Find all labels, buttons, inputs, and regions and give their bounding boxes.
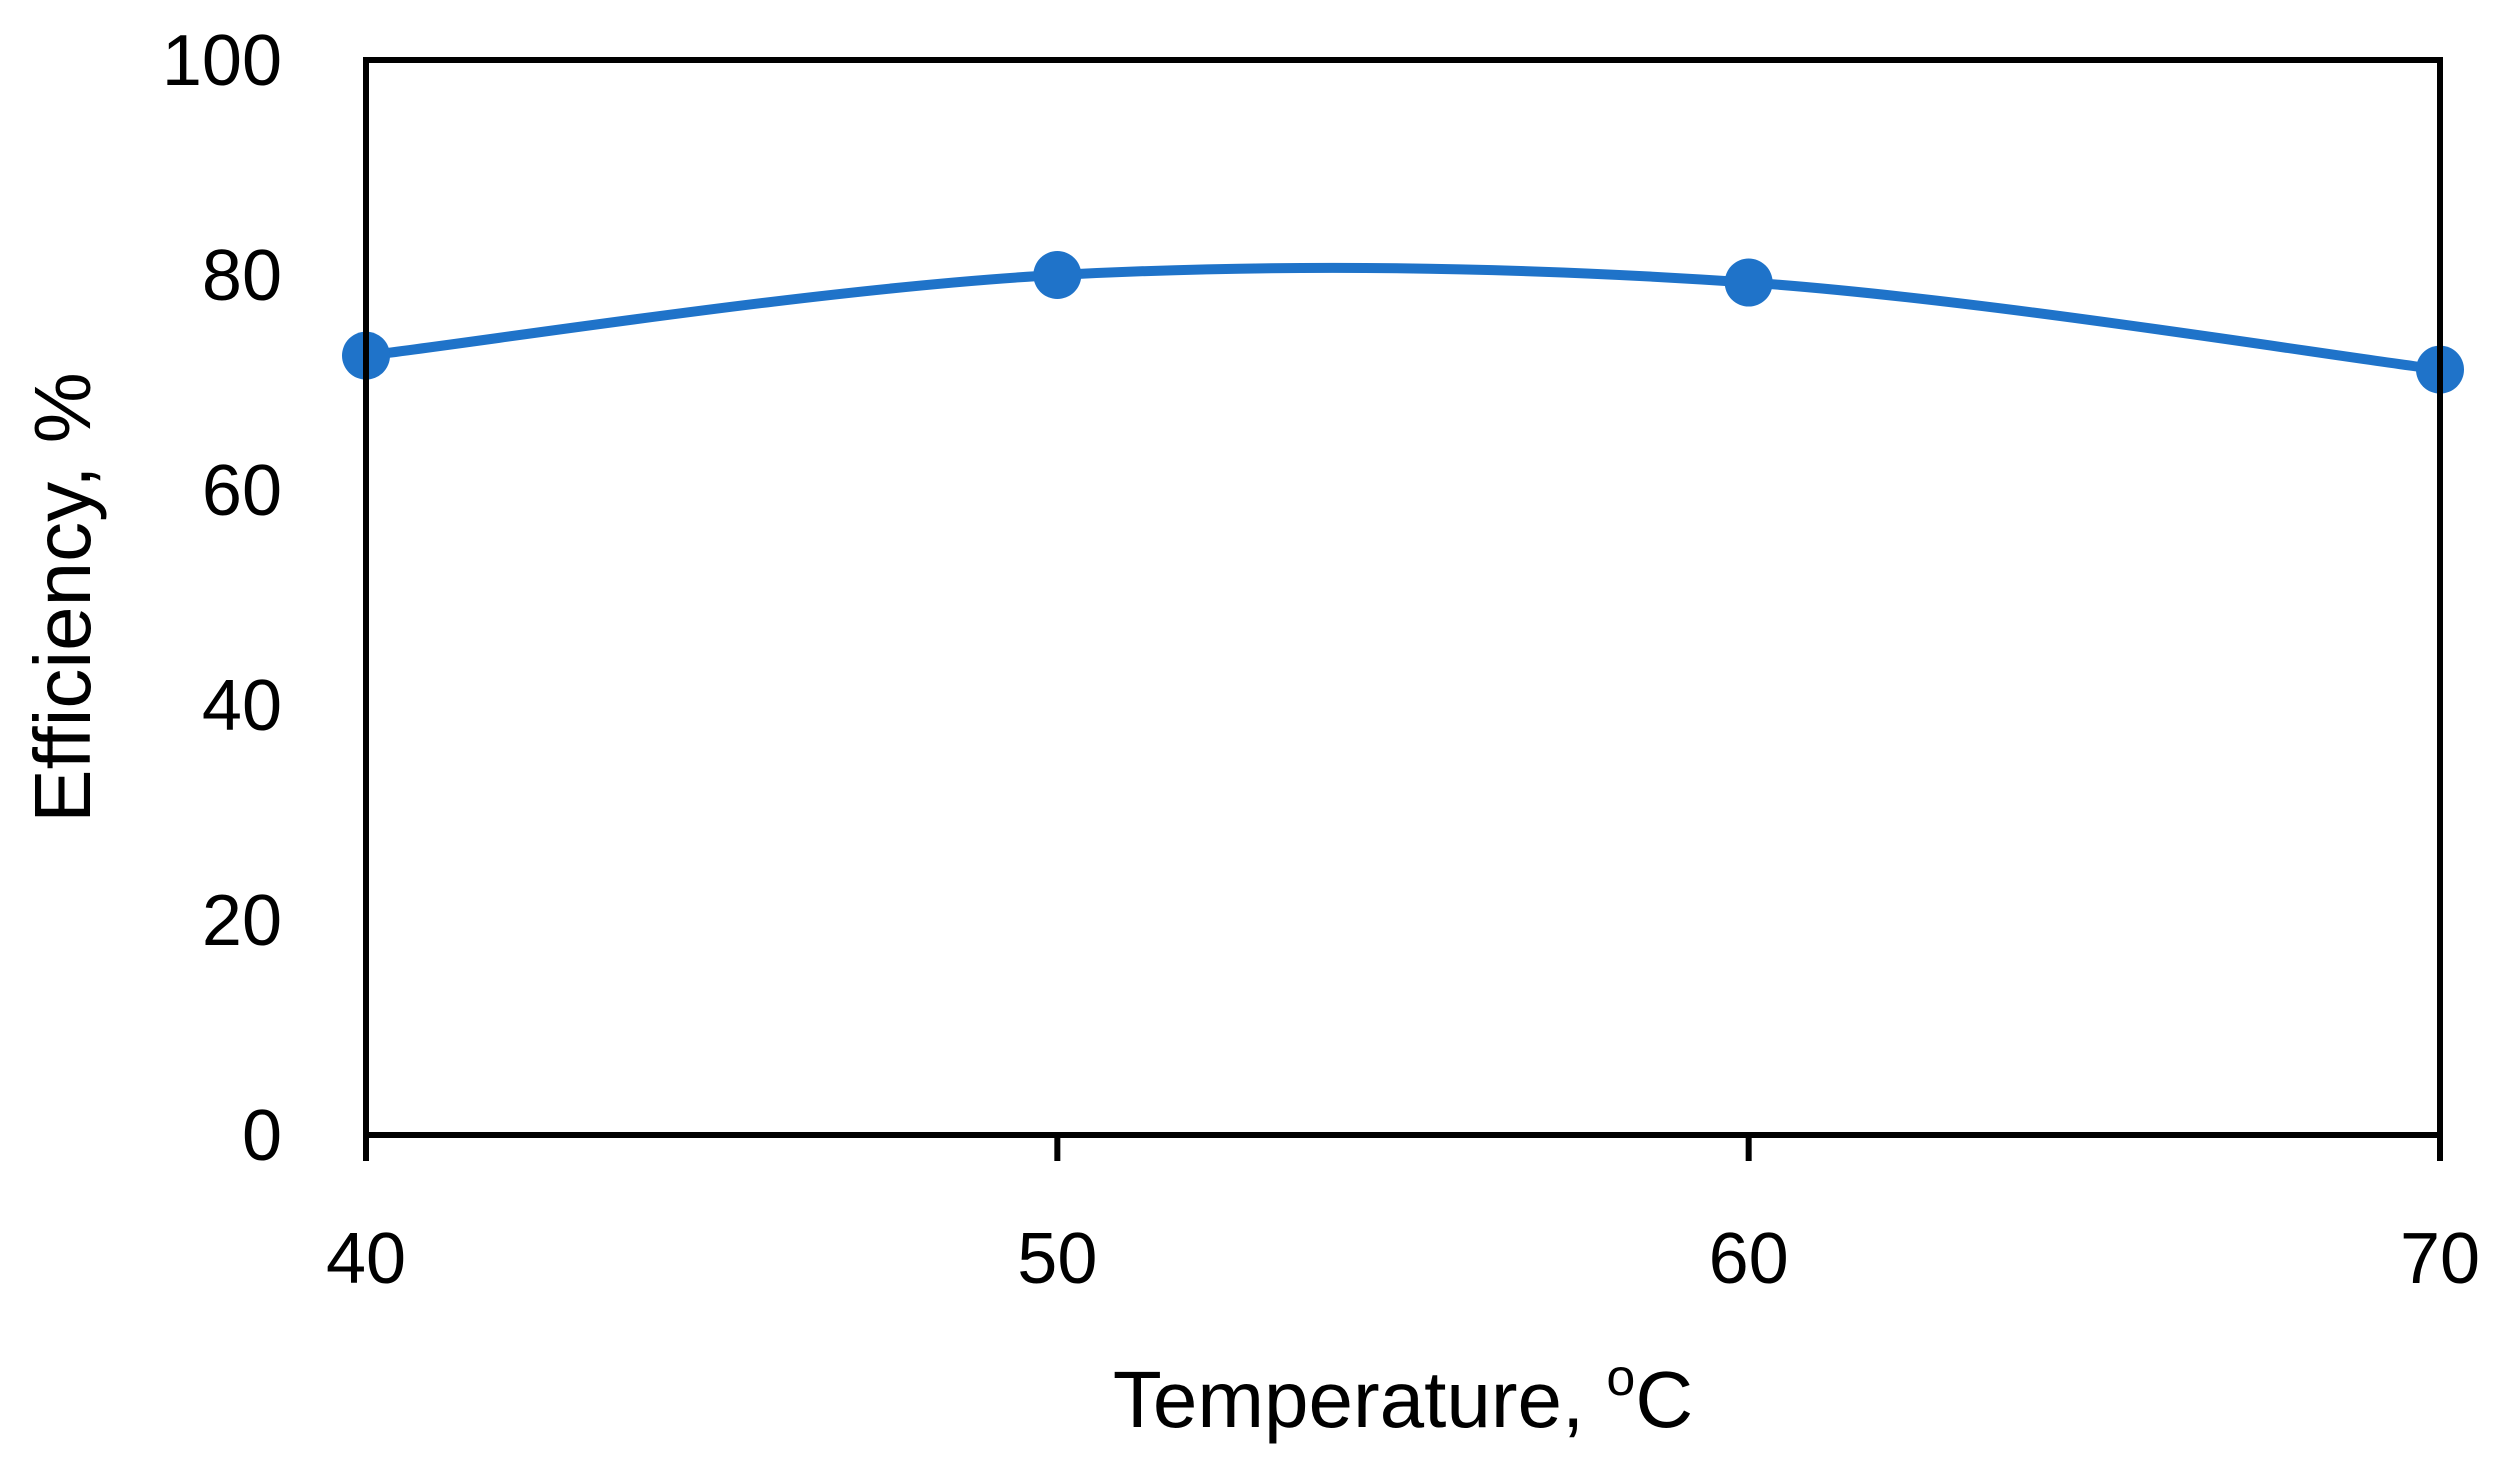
y-tick-label: 60 <box>202 451 282 531</box>
y-tick-label: 100 <box>162 21 282 101</box>
plot-area-frame <box>363 57 2443 1138</box>
x-tick-label: 40 <box>326 1219 406 1299</box>
x-axis-title-main: Temperature, <box>1113 1355 1607 1444</box>
series-group <box>342 251 2464 394</box>
y-tick-label: 80 <box>202 236 282 316</box>
y-tick-label: 40 <box>202 666 282 746</box>
x-tick-label: 70 <box>2400 1219 2480 1299</box>
x-tick-label: 60 <box>1709 1219 1789 1299</box>
x-axis-tick-labels: 40 50 60 70 <box>326 1219 2480 1299</box>
x-axis-ticks <box>363 1135 2443 1161</box>
series-line <box>361 262 2445 375</box>
x-axis-title: Temperature, oC <box>1113 1349 1693 1444</box>
y-axis-title: Efficiency, % <box>18 372 107 823</box>
data-point-marker <box>1724 258 1773 307</box>
y-tick-label: 20 <box>202 881 282 961</box>
y-axis-tick-labels: 0 20 40 60 80 100 <box>162 21 282 1176</box>
x-axis-title-superscript: o <box>1606 1349 1635 1407</box>
x-axis-title-suffix: C <box>1635 1355 1693 1444</box>
data-point-marker <box>1033 251 1082 299</box>
y-tick-label: 0 <box>242 1096 282 1176</box>
x-tick-label: 50 <box>1017 1219 1097 1299</box>
